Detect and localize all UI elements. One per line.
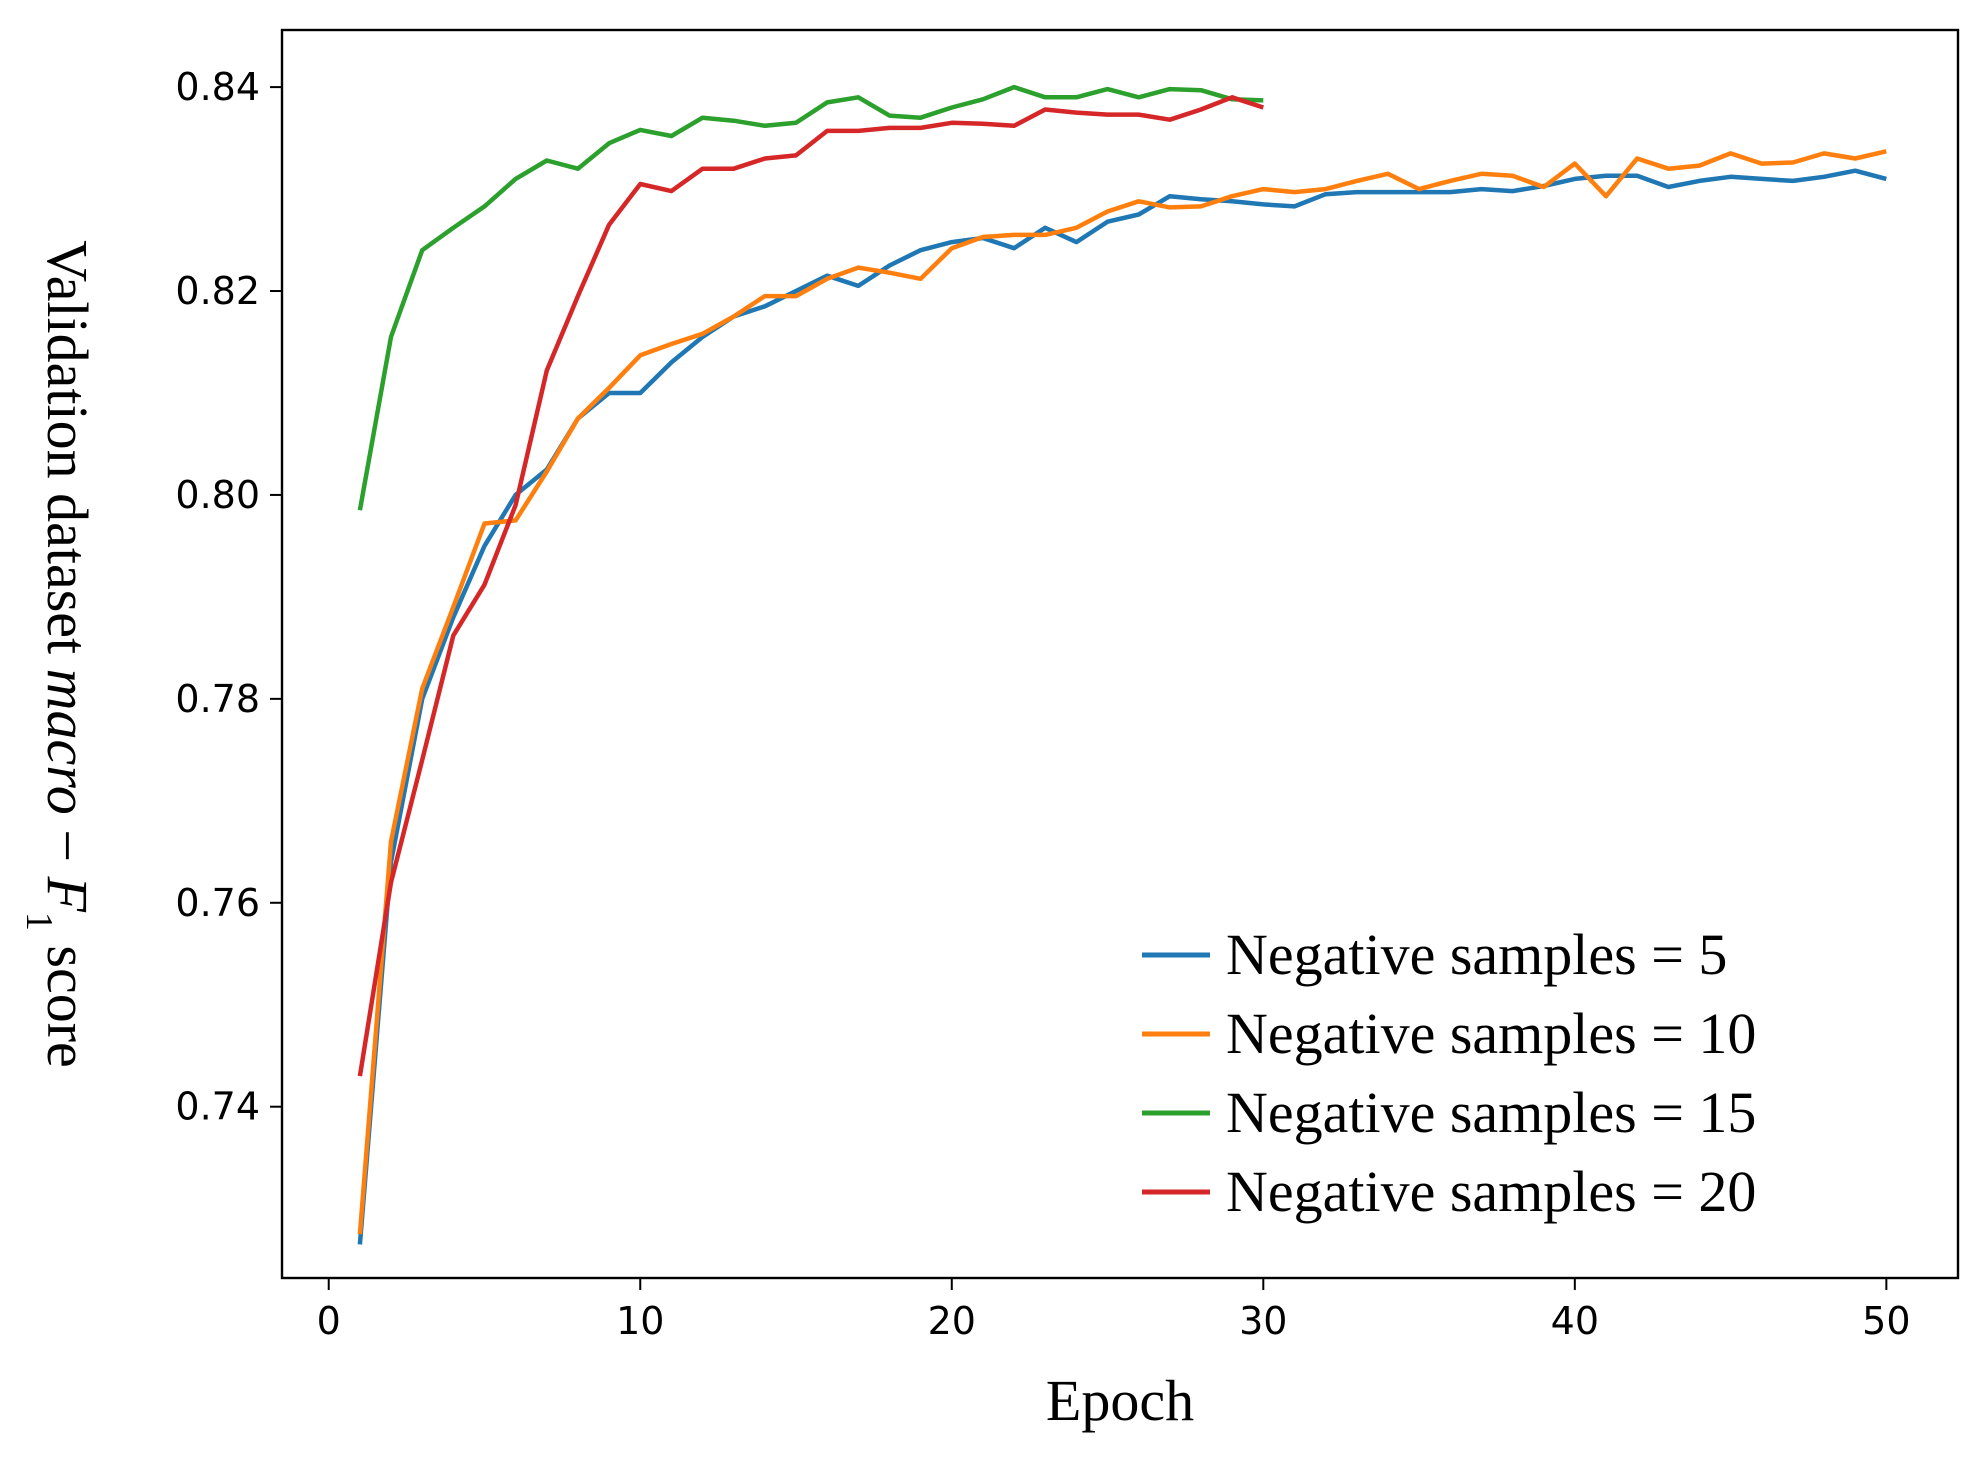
- y-axis-title-subscript: 1: [18, 912, 60, 931]
- x-tick-label: 10: [616, 1299, 664, 1343]
- x-tick-label: 30: [1239, 1299, 1287, 1343]
- legend-label-2: Negative samples = 10: [1226, 1001, 1756, 1066]
- x-tick-label: 40: [1551, 1299, 1599, 1343]
- series-line-3: [357, 84, 1264, 511]
- legend-label-1: Negative samples = 5: [1226, 922, 1727, 987]
- y-axis-title-suffix: score: [35, 931, 100, 1068]
- series-line-1: [357, 168, 1887, 1245]
- x-tick-label: 20: [928, 1299, 976, 1343]
- plot-series-group: [357, 84, 1887, 1245]
- legend-label-3: Negative samples = 15: [1226, 1080, 1756, 1145]
- y-tick-label: 0.82: [175, 269, 260, 313]
- x-axis: 0 10 20 30 40 50: [317, 1278, 1911, 1343]
- y-axis-title-macro: macro: [35, 669, 100, 815]
- series-line-2: [357, 149, 1887, 1235]
- series-line-4: [357, 95, 1264, 1077]
- y-tick-label: 0.78: [175, 677, 260, 721]
- x-tick-label: 0: [317, 1299, 341, 1343]
- y-axis-title-prefix: Validation dataset: [35, 240, 100, 668]
- x-axis-title: Epoch: [1046, 1368, 1194, 1433]
- y-tick-label: 0.80: [175, 473, 260, 517]
- y-axis-title-minus: −: [35, 815, 100, 877]
- y-axis-title-f: F: [35, 875, 100, 912]
- y-axis: 0.74 0.76 0.78 0.80 0.82 0.84: [175, 65, 282, 1129]
- y-tick-label: 0.76: [175, 881, 260, 925]
- y-axis-title: Validation dataset macro − F1 score: [18, 240, 100, 1068]
- plot-frame: [280, 28, 1960, 1280]
- y-tick-label: 0.74: [175, 1085, 260, 1129]
- legend: Negative samples = 5 Negative samples = 1…: [1142, 922, 1756, 1224]
- legend-label-4: Negative samples = 20: [1226, 1159, 1756, 1224]
- x-tick-label: 50: [1862, 1299, 1910, 1343]
- y-tick-label: 0.84: [175, 65, 260, 109]
